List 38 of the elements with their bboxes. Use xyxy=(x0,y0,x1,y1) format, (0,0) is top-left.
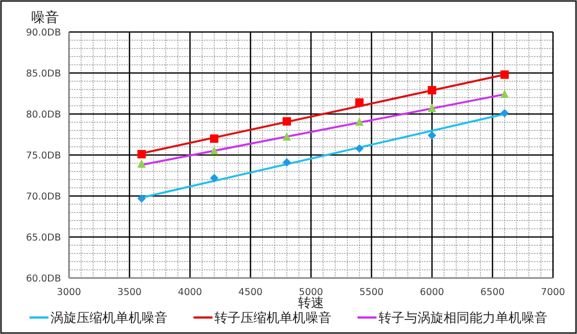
x-tick-label: 6000 xyxy=(420,287,444,298)
point xyxy=(428,131,436,140)
y-tick-label: 60.0DB xyxy=(26,274,61,284)
point xyxy=(137,150,146,158)
x-tick-label: 4000 xyxy=(178,287,202,298)
y-tick-label: 80.0DB xyxy=(26,110,61,120)
point xyxy=(282,158,291,167)
point xyxy=(500,90,509,98)
legend-label: 涡旋压缩机单机噪音 xyxy=(50,311,168,326)
point xyxy=(210,134,218,143)
y-tick-label: 65.0DB xyxy=(26,232,61,244)
point xyxy=(500,108,509,118)
point xyxy=(282,132,291,141)
x-axis-title: 转速 xyxy=(298,296,324,311)
point xyxy=(428,104,436,112)
point xyxy=(355,144,364,153)
x-tick-label: 4500 xyxy=(238,287,263,298)
y-tick-label: 90.0DB xyxy=(26,28,61,38)
point xyxy=(428,86,436,94)
point xyxy=(500,70,509,79)
y-tick-label: 70.0DB xyxy=(26,192,61,202)
point xyxy=(210,174,218,182)
x-tick-label: 6500 xyxy=(480,287,505,298)
legend-label: 转子与涡旋相同能力单机噪音 xyxy=(378,311,548,326)
point xyxy=(355,98,364,107)
x-tick-label: 5500 xyxy=(359,287,384,298)
x-tick-label: 7000 xyxy=(540,287,566,298)
point xyxy=(282,117,291,126)
point xyxy=(355,118,364,126)
point xyxy=(137,159,146,168)
legend-label: 转子压缩机单机噪音 xyxy=(214,311,332,326)
y-axis-title: 噪音 xyxy=(31,10,59,26)
point xyxy=(137,194,146,203)
y-tick-label: 85.0DB xyxy=(26,68,61,80)
y-tick-label: 75.0DB xyxy=(26,150,61,162)
point xyxy=(210,146,218,155)
x-tick-label: 3000 xyxy=(56,287,82,298)
x-tick-label: 3500 xyxy=(117,287,142,298)
